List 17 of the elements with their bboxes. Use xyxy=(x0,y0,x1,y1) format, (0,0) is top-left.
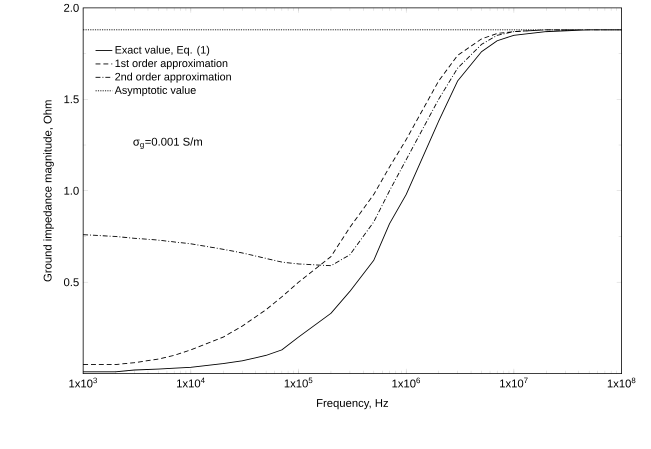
x-tick-label: 1x10$^{3}$ xyxy=(69,378,97,388)
y-tick-label: 2.0 xyxy=(64,4,79,12)
legend-label: 2nd order approximation xyxy=(115,72,231,83)
legend-label: Exact value, Eq. (1) xyxy=(116,46,210,56)
x-tick-label: 1x10$^{7}$ xyxy=(500,378,528,388)
y-axis-title: Ground impedance magnitude, Ohm xyxy=(43,100,54,282)
annotation: σ$_{g}$=0.001 S/m xyxy=(133,137,202,149)
x-tick-label: 1x10$^{6}$ xyxy=(392,378,420,388)
x-tick-label: 1x10$^{8}$ xyxy=(608,378,636,388)
y-tick-label: 1.5 xyxy=(64,95,79,104)
y-tick-label: 1.0 xyxy=(64,186,79,195)
x-axis-title: Frequency, Hz xyxy=(317,399,388,410)
x-tick-label: 1x10$^{4}$ xyxy=(177,378,205,388)
y-tick-label: 0.5 xyxy=(64,278,79,286)
x-tick-label: 1x10$^{5}$ xyxy=(284,378,312,388)
legend-label: 1st order approximation xyxy=(116,59,228,70)
legend-label: Asymptotic value xyxy=(114,86,196,96)
